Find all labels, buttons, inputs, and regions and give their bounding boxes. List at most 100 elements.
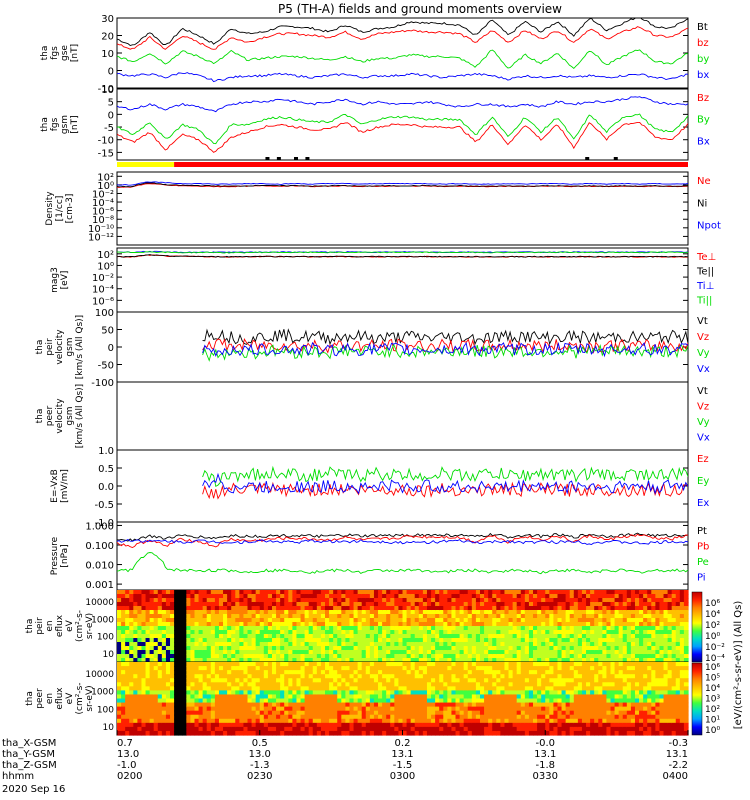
heatmap-cell xyxy=(137,710,143,716)
heatmap-cell xyxy=(174,642,179,647)
heatmap-cell xyxy=(418,710,424,716)
heatmap-cell xyxy=(251,602,257,607)
heatmap-cell xyxy=(577,726,583,732)
heatmap-cell xyxy=(153,682,159,687)
heatmap-cell xyxy=(573,630,579,635)
heatmap-cell xyxy=(357,726,363,732)
heatmap-cell xyxy=(618,730,624,736)
heatmap-cell xyxy=(341,710,346,716)
heatmap-cell xyxy=(353,710,359,716)
heatmap-cell xyxy=(467,634,473,639)
heatmap-cell xyxy=(227,714,232,720)
heatmap-cell xyxy=(353,718,359,724)
heatmap-cell xyxy=(537,590,542,595)
heatmap-cell xyxy=(210,678,216,683)
heatmap-cell xyxy=(227,606,232,611)
heatmap-cell xyxy=(414,718,420,724)
heatmap-cell xyxy=(149,710,155,716)
heatmap-cell xyxy=(508,630,514,635)
heatmap-cell xyxy=(402,650,408,655)
heatmap-cell xyxy=(463,726,469,732)
heatmap-cell xyxy=(488,718,493,724)
heatmap-cell xyxy=(545,674,550,679)
heatmap-cell xyxy=(390,606,395,611)
heatmap-cell xyxy=(153,630,159,635)
heatmap-cell xyxy=(602,602,608,607)
heatmap-cell xyxy=(349,710,355,716)
heatmap-cell xyxy=(479,730,485,736)
heatmap-cell xyxy=(369,630,375,635)
heatmap-cell xyxy=(520,638,526,643)
heatmap-cell xyxy=(341,654,346,659)
heatmap-cell xyxy=(145,718,151,724)
heatmap-cell xyxy=(573,710,579,716)
heatmap-cell xyxy=(451,598,457,603)
heatmap-cell xyxy=(271,590,277,595)
heatmap-cell xyxy=(369,730,375,736)
heatmap-cell xyxy=(496,590,501,595)
heatmap-cell xyxy=(630,594,636,599)
heatmap-cell xyxy=(141,670,147,675)
heatmap-cell xyxy=(402,658,408,663)
heatmap-cell xyxy=(316,650,322,655)
heatmap-cell xyxy=(235,642,240,647)
heatmap-cell xyxy=(133,730,138,736)
heatmap-cell xyxy=(378,706,383,712)
heatmap-cell xyxy=(630,650,636,655)
heatmap-cell xyxy=(369,686,375,691)
heatmap-cell xyxy=(357,702,363,708)
heatmap-cell xyxy=(394,674,400,679)
heatmap-cell xyxy=(431,698,436,704)
heatmap-cell xyxy=(524,694,530,700)
heatmap-cell xyxy=(394,682,400,687)
heatmap-cell xyxy=(667,606,673,611)
heatmap-cell xyxy=(259,666,265,671)
heatmap-cell xyxy=(288,726,293,732)
y-tick-label: 1.0 xyxy=(98,446,114,457)
heatmap-cell xyxy=(590,718,595,724)
heatmap-cell xyxy=(451,658,457,663)
heatmap-cell xyxy=(451,710,457,716)
heatmap-cell xyxy=(125,674,130,679)
heatmap-cell xyxy=(304,706,310,712)
heatmap-cell xyxy=(410,662,416,667)
heatmap-cell xyxy=(422,686,428,691)
heatmap-cell xyxy=(300,610,306,615)
heatmap-cell xyxy=(475,678,481,683)
heatmap-cell xyxy=(610,610,616,615)
heatmap-cell xyxy=(598,642,603,647)
heatmap-cell xyxy=(345,626,351,631)
heatmap-cell xyxy=(565,622,571,627)
heatmap-cell xyxy=(210,618,216,623)
heatmap-cell xyxy=(117,714,122,720)
heatmap-cell xyxy=(435,726,440,732)
heatmap-cell xyxy=(418,686,424,691)
heatmap-cell xyxy=(149,686,155,691)
heatmap-cell xyxy=(533,622,538,627)
heatmap-cell xyxy=(145,602,151,607)
heatmap-cell xyxy=(390,726,395,732)
heatmap-cell xyxy=(157,666,163,671)
heatmap-cell xyxy=(443,714,448,720)
heatmap-cell xyxy=(333,634,338,639)
heatmap-cell xyxy=(545,626,550,631)
heatmap-cell xyxy=(276,690,281,696)
heatmap-cell xyxy=(218,706,224,712)
heatmap-cell xyxy=(586,730,591,736)
heatmap-cell xyxy=(610,618,616,623)
heatmap-cell xyxy=(533,730,538,736)
heatmap-cell xyxy=(182,674,187,679)
heatmap-cell xyxy=(378,642,383,647)
heatmap-cell xyxy=(418,622,424,627)
heatmap-cell xyxy=(320,718,326,724)
heatmap-cell xyxy=(406,674,412,679)
heatmap-cell xyxy=(618,682,624,687)
heatmap-cell xyxy=(276,654,281,659)
heatmap-cell xyxy=(565,594,571,599)
panel-pressure: Pressure [nPa]1.0000.1000.0100.001PtPbPeP… xyxy=(50,521,709,591)
heatmap-cell xyxy=(255,686,261,691)
heatmap-cell xyxy=(223,674,228,679)
heatmap-cell xyxy=(337,702,342,708)
heatmap-cell xyxy=(435,626,440,631)
heatmap-cell xyxy=(145,666,151,671)
